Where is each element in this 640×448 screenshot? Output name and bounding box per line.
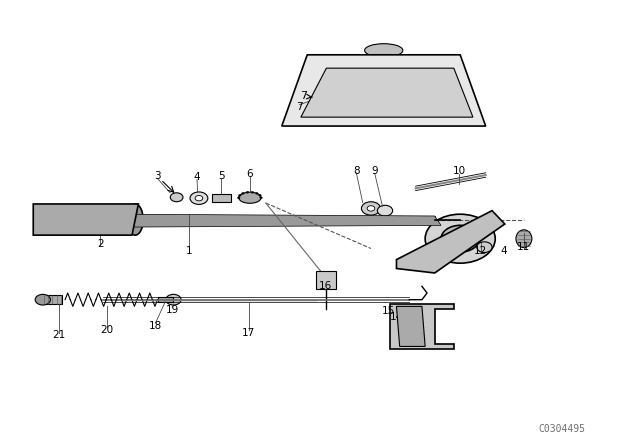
Text: 21: 21 [52, 330, 65, 340]
Circle shape [425, 214, 495, 263]
Circle shape [477, 242, 492, 253]
Text: 20: 20 [100, 325, 113, 335]
Text: 15: 15 [382, 306, 396, 316]
Circle shape [362, 202, 381, 215]
Text: 11: 11 [517, 242, 531, 252]
Text: 2: 2 [97, 239, 104, 249]
Circle shape [237, 197, 240, 198]
Polygon shape [282, 55, 486, 126]
Polygon shape [157, 297, 173, 302]
Text: 17: 17 [242, 328, 255, 338]
Text: 14: 14 [390, 313, 403, 323]
Circle shape [35, 294, 51, 305]
Circle shape [406, 305, 416, 312]
Text: 8: 8 [353, 166, 360, 176]
Text: 19: 19 [166, 305, 179, 315]
Text: 4: 4 [500, 246, 507, 256]
Polygon shape [43, 295, 62, 304]
Text: 7: 7 [300, 91, 312, 101]
Polygon shape [316, 271, 336, 289]
Polygon shape [390, 304, 454, 349]
Circle shape [239, 194, 241, 196]
Text: 4: 4 [194, 172, 200, 182]
Circle shape [259, 194, 261, 196]
Polygon shape [122, 214, 441, 227]
Text: 3: 3 [154, 171, 161, 181]
Circle shape [242, 193, 244, 194]
Circle shape [441, 225, 479, 252]
Text: 5: 5 [218, 172, 225, 181]
Polygon shape [122, 217, 435, 224]
Polygon shape [396, 306, 425, 346]
Polygon shape [33, 204, 138, 235]
Polygon shape [212, 194, 231, 202]
Text: 16: 16 [319, 281, 332, 291]
Text: 10: 10 [452, 167, 465, 177]
Circle shape [251, 191, 253, 193]
Text: 1: 1 [186, 246, 193, 256]
Circle shape [255, 193, 258, 194]
Text: 7: 7 [296, 102, 303, 112]
Text: 9: 9 [371, 167, 378, 177]
Circle shape [195, 195, 203, 201]
Circle shape [367, 206, 375, 211]
Circle shape [246, 191, 249, 193]
Circle shape [170, 193, 183, 202]
Ellipse shape [239, 192, 261, 203]
Circle shape [190, 192, 208, 204]
Circle shape [260, 197, 262, 198]
Polygon shape [396, 211, 505, 273]
Text: 12: 12 [474, 246, 487, 256]
Circle shape [418, 313, 426, 318]
Text: 18: 18 [149, 320, 162, 331]
Polygon shape [301, 68, 473, 117]
Ellipse shape [516, 230, 532, 248]
Text: C0304495: C0304495 [539, 424, 586, 434]
Ellipse shape [365, 44, 403, 57]
Circle shape [166, 294, 181, 305]
Text: 13: 13 [400, 319, 413, 329]
Circle shape [452, 233, 468, 244]
Circle shape [378, 205, 393, 216]
Circle shape [374, 59, 394, 73]
Text: 6: 6 [246, 169, 253, 179]
Ellipse shape [127, 204, 143, 235]
